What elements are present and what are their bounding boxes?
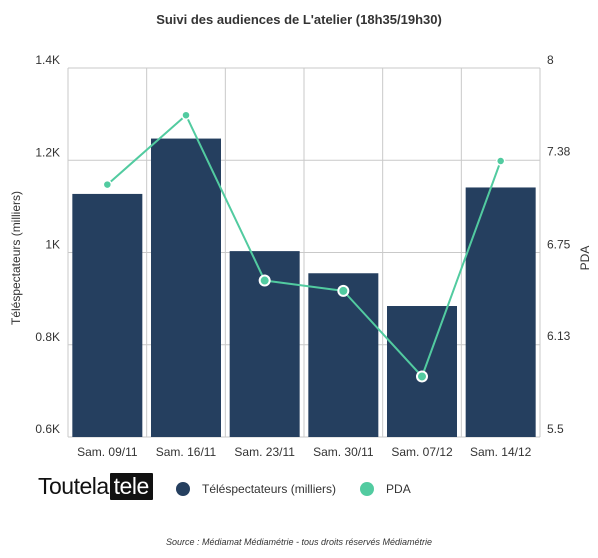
x-axis-label: Sam. 14/12 [470, 445, 532, 459]
pda-point[interactable] [181, 110, 191, 120]
x-axis-label: Sam. 23/11 [234, 445, 295, 459]
right-y-axis-label: 6.13 [547, 329, 571, 343]
legend-label-viewers: Téléspectateurs (milliers) [202, 482, 337, 496]
viewers-legend-marker [176, 482, 190, 496]
left-y-axis-label: 1K [45, 238, 60, 252]
right-axis-title: PDA [578, 246, 592, 271]
viewers-bar[interactable] [72, 193, 143, 437]
pda-point[interactable] [258, 274, 271, 287]
logo-main-text: Toutela [38, 473, 109, 499]
left-y-axis-label: 0.8K [35, 330, 60, 344]
left-y-axis-label: 1.4K [35, 53, 60, 67]
right-axis-labels: 5.5 6.13 6.75 7.38 8 [547, 53, 571, 436]
right-y-axis-label: 5.5 [547, 422, 564, 436]
pda-point[interactable] [416, 370, 428, 383]
legend-item-viewers[interactable]: Téléspectateurs (milliers) [176, 482, 336, 496]
left-axis-labels: 0.6K 0.8K 1K 1.2K 1.4K [35, 53, 60, 436]
pda-point[interactable] [495, 156, 506, 166]
viewers-bar[interactable] [465, 187, 536, 437]
logo-box-text: tele [109, 473, 153, 500]
right-y-axis-label: 7.38 [547, 145, 571, 159]
toutelatele-logo: Toutela tele [38, 472, 153, 500]
pda-line[interactable] [106, 114, 502, 378]
bars [72, 138, 536, 438]
x-axis-label: Sam. 07/12 [391, 445, 453, 459]
grid [67, 67, 541, 438]
left-y-axis-label: 1.2K [35, 145, 60, 159]
left-y-axis-label: 0.6K [35, 422, 60, 436]
pda-legend-marker [360, 482, 375, 496]
right-y-axis-label: 8 [547, 53, 554, 67]
line-series [102, 110, 506, 383]
x-axis-label: Sam. 09/11 [77, 445, 138, 459]
pda-point[interactable] [337, 284, 350, 297]
source-note: Source : Médiamat Médiamétrie - tous dro… [165, 537, 433, 547]
pda-point[interactable] [102, 179, 113, 190]
left-axis-title: Téléspectateurs (milliers) [9, 191, 23, 325]
viewers-bar[interactable] [151, 138, 221, 438]
legend-item-pda[interactable]: PDA [360, 482, 411, 496]
legend-label-pda: PDA [386, 482, 411, 496]
x-axis-label: Sam. 30/11 [313, 445, 374, 459]
chart-title: Suivi des audiences de L'atelier (18h35/… [156, 12, 442, 27]
x-axis-label: Sam. 16/11 [156, 445, 217, 459]
x-axis-labels: Sam. 09/11 Sam. 16/11 Sam. 23/11 Sam. 30/11… [77, 445, 532, 459]
right-y-axis-label: 6.75 [547, 238, 571, 252]
viewers-bar[interactable] [308, 273, 379, 437]
legend: Téléspectateurs (milliers) PDA [176, 482, 435, 496]
